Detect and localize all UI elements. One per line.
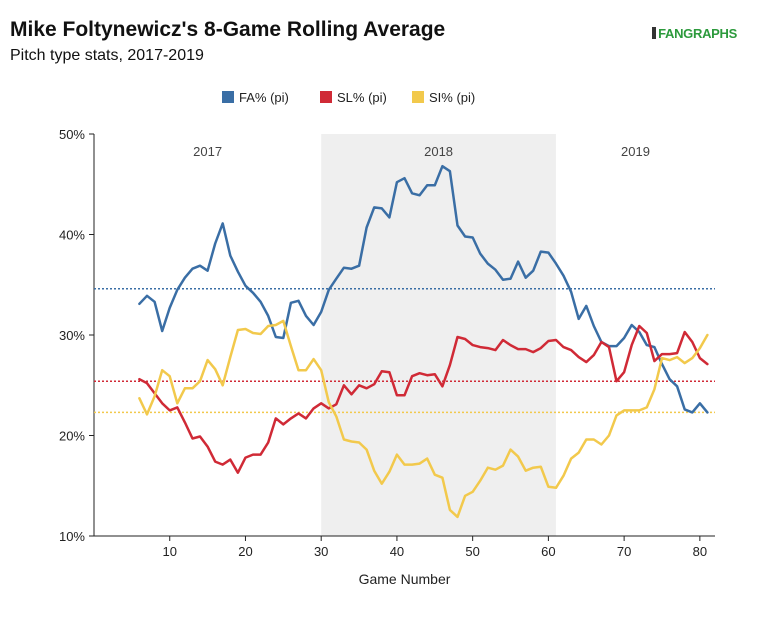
x-tick-label: 50	[465, 544, 479, 559]
x-tick-label: 70	[617, 544, 631, 559]
legend-swatch	[320, 91, 332, 103]
series-lines	[138, 164, 709, 519]
x-tick-label: 80	[693, 544, 707, 559]
average-lines	[94, 288, 715, 414]
x-tick-label: 30	[314, 544, 328, 559]
x-tick-label: 10	[162, 544, 176, 559]
season-label-2018: 2018	[424, 144, 453, 159]
fangraphs-logo: FANGRAPHS	[652, 26, 737, 41]
axes: 10% 20% 30% 40% 50% 10 20 30 40 50 60 70 80 Game Numb…	[59, 127, 715, 587]
legend-swatch	[412, 91, 424, 103]
season-label-2019: 2019	[621, 144, 650, 159]
season-label-2017: 2017	[193, 144, 222, 159]
y-tick-label: 40%	[59, 228, 85, 243]
season-shading	[321, 134, 556, 536]
series-line	[138, 319, 709, 519]
logo-text: FANGRAPHS	[658, 26, 737, 41]
season-labels: 2017 2018 2019	[193, 144, 650, 159]
x-tick-label: 60	[541, 544, 555, 559]
legend-label: SI% (pi)	[429, 90, 475, 105]
logo-icon	[652, 27, 657, 39]
y-tick-label: 20%	[59, 429, 85, 444]
x-axis-title: Game Number	[359, 571, 451, 587]
series-line	[138, 164, 709, 414]
legend: FA% (pi) SL% (pi) SI% (pi)	[222, 90, 475, 105]
y-tick-label: 50%	[59, 127, 85, 142]
season-shade-2018	[321, 134, 556, 536]
y-tick-label: 10%	[59, 529, 85, 544]
legend-label: FA% (pi)	[239, 90, 289, 105]
chart-title: Mike Foltynewicz's 8-Game Rolling Averag…	[10, 18, 446, 41]
chart-subtitle: Pitch type stats, 2017-2019	[10, 47, 204, 64]
legend-label: SL% (pi)	[337, 90, 387, 105]
series-line	[138, 324, 709, 474]
y-tick-label: 30%	[59, 328, 85, 343]
x-tick-label: 40	[390, 544, 404, 559]
x-tick-label: 20	[238, 544, 252, 559]
legend-swatch	[222, 91, 234, 103]
